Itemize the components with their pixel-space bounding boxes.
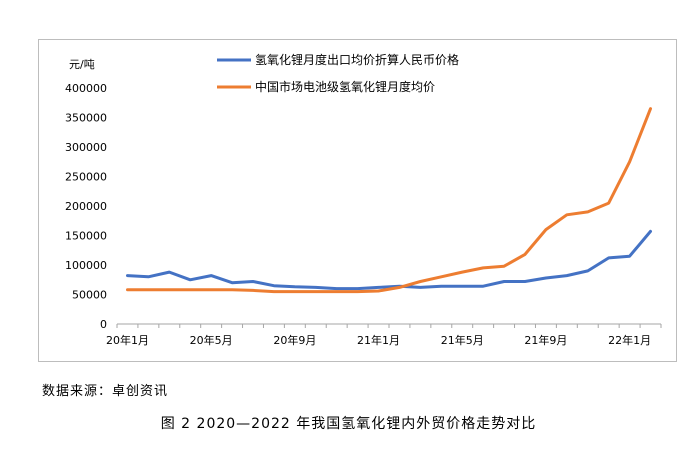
series-lines (126, 107, 652, 294)
y-tick-label: 350000 (65, 112, 107, 125)
x-axis-ticks: 20年1月 20年5月 20年9月 21年1月 21年5月 21年9月 22年1月 (106, 324, 662, 347)
y-tick-label: 250000 (65, 171, 107, 184)
y-tick-label: 150000 (65, 230, 107, 243)
y-tick-label: 50000 (72, 289, 107, 302)
figure-caption: 图 2 2020—2022 年我国氢氧化锂内外贸价格走势对比 (160, 416, 537, 432)
y-axis-ticks: 0 50000 100000 150000 200000 250000 300000 3500… (65, 82, 107, 331)
x-tick-label: 20年9月 (273, 333, 316, 347)
source-note: 数据来源：卓创资讯 (42, 384, 169, 399)
legend-label-1: 氢氧化锂月度出口均价折算人民币价格 (255, 52, 459, 67)
x-tick-label: 21年1月 (357, 333, 400, 347)
series-line-2 (126, 107, 652, 294)
series-line-1 (126, 229, 652, 291)
x-tick-label: 21年5月 (441, 333, 484, 347)
chart-frame: 元/吨 0 50000 100000 150000 200000 250000 300000… (38, 39, 677, 362)
x-tick-label: 22年1月 (608, 333, 651, 347)
y-tick-label: 0 (100, 318, 107, 331)
chart-canvas: 元/吨 0 50000 100000 150000 200000 250000 300000… (65, 52, 662, 347)
legend-label-2: 中国市场电池级氢氧化锂月度均价 (255, 79, 435, 94)
x-tick-label: 21年9月 (524, 333, 567, 347)
y-tick-label: 100000 (65, 259, 107, 272)
y-axis-label: 元/吨 (69, 58, 95, 71)
y-tick-label: 300000 (65, 141, 107, 154)
x-tick-label: 20年5月 (190, 333, 233, 347)
x-tick-label: 20年1月 (106, 333, 149, 347)
y-tick-label: 200000 (65, 200, 107, 213)
y-tick-label: 400000 (65, 82, 107, 95)
